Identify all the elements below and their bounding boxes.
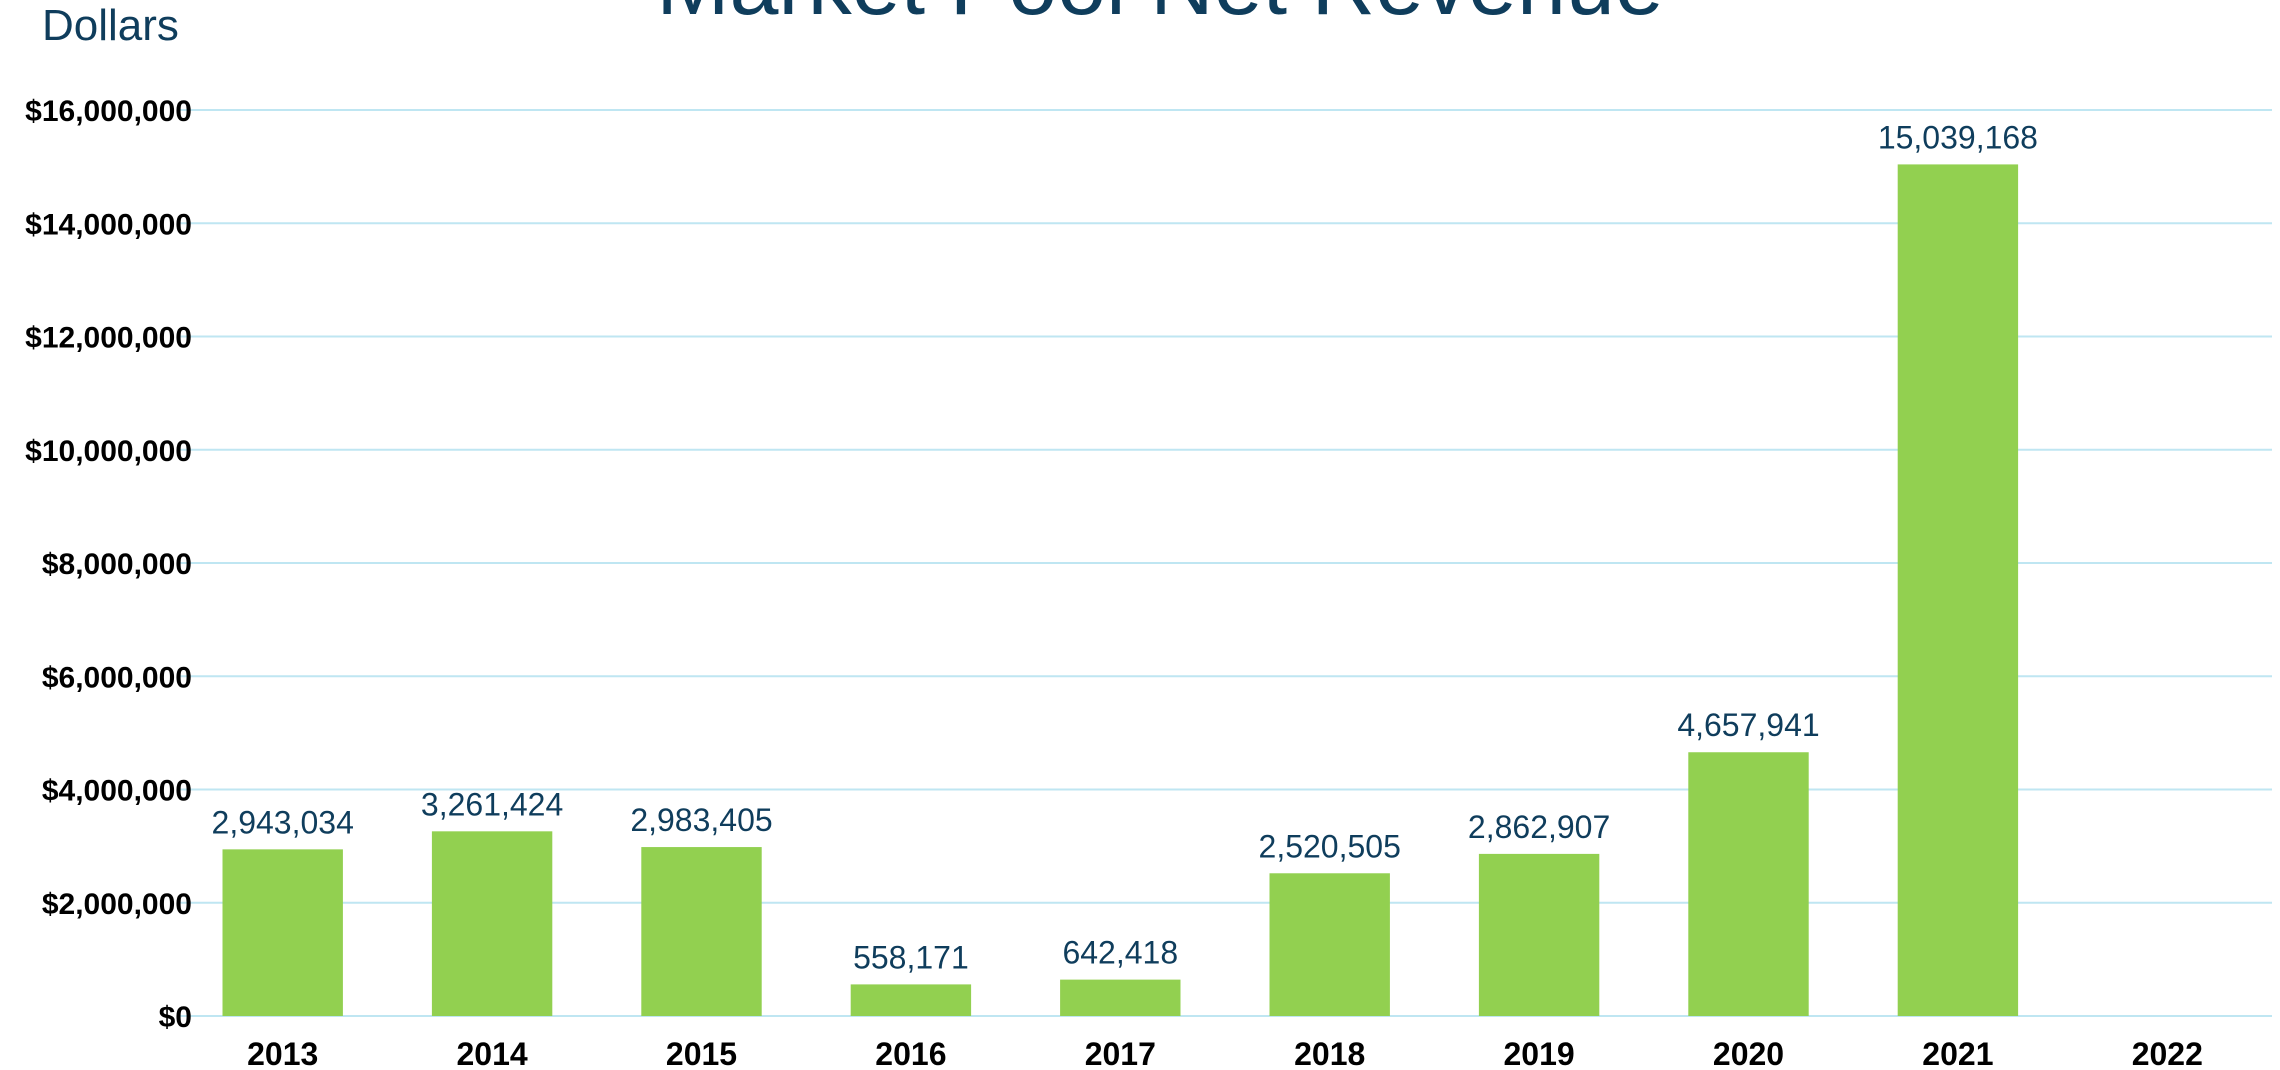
x-tick-2021: 2021 — [1922, 1036, 1993, 1070]
data-label-2020: 4,657,941 — [1677, 707, 1819, 743]
x-tick-2020: 2020 — [1713, 1036, 1784, 1070]
bar-2017 — [1060, 979, 1181, 1016]
data-label-2015: 2,983,405 — [630, 802, 772, 838]
data-labels: 2,943,034 3,261,424 2,983,405 558,171 642,41… — [212, 119, 2038, 975]
bars — [222, 164, 2019, 1016]
bar-2016 — [850, 984, 972, 1016]
bar-2019 — [1478, 853, 1600, 1016]
bar-2020 — [1688, 752, 1809, 1016]
y-tick-label: $12,000,000 — [25, 322, 192, 355]
y-axis-unit-label: Dollars — [42, 1, 179, 50]
y-tick-label: $16,000,000 — [25, 95, 192, 128]
y-tick-label: $0 — [159, 1001, 192, 1034]
bar-2021 — [1897, 164, 2019, 1016]
chart-title: Market Pool Net Revenue — [656, 0, 1664, 33]
x-tick-2017: 2017 — [1085, 1036, 1156, 1070]
bar-2013 — [222, 849, 343, 1016]
data-label-2021: 15,039,168 — [1878, 119, 2038, 155]
x-tick-2015: 2015 — [666, 1036, 737, 1070]
y-tick-label: $14,000,000 — [25, 208, 192, 241]
x-tick-2014: 2014 — [457, 1036, 528, 1070]
x-tick-2022: 2022 — [2132, 1036, 2203, 1070]
y-tick-label: $6,000,000 — [42, 661, 192, 694]
data-label-2018: 2,520,505 — [1259, 828, 1401, 864]
x-axis-ticks: 2013 2014 2015 2016 2017 2018 2019 2020 2021 2022 — [247, 1036, 2203, 1070]
y-axis-ticks: $0 $2,000,000 $4,000,000 $6,000,000 $8,000,0… — [25, 95, 192, 1034]
x-tick-2013: 2013 — [247, 1036, 318, 1070]
bar-2015 — [641, 847, 762, 1016]
y-tick-label: $8,000,000 — [42, 548, 192, 581]
data-label-2013: 2,943,034 — [212, 804, 354, 840]
x-tick-2019: 2019 — [1504, 1036, 1575, 1070]
y-tick-label: $10,000,000 — [25, 435, 192, 468]
data-label-2017: 642,418 — [1062, 935, 1178, 971]
bar-2018 — [1269, 873, 1390, 1016]
y-tick-label: $4,000,000 — [42, 775, 192, 808]
data-label-2016: 558,171 — [853, 939, 969, 975]
x-tick-2016: 2016 — [875, 1036, 946, 1070]
x-tick-2018: 2018 — [1294, 1036, 1365, 1070]
y-tick-label: $2,000,000 — [42, 888, 192, 921]
data-label-2019: 2,862,907 — [1468, 809, 1610, 845]
bar-2014 — [431, 831, 553, 1016]
data-label-2014: 3,261,424 — [421, 786, 563, 822]
